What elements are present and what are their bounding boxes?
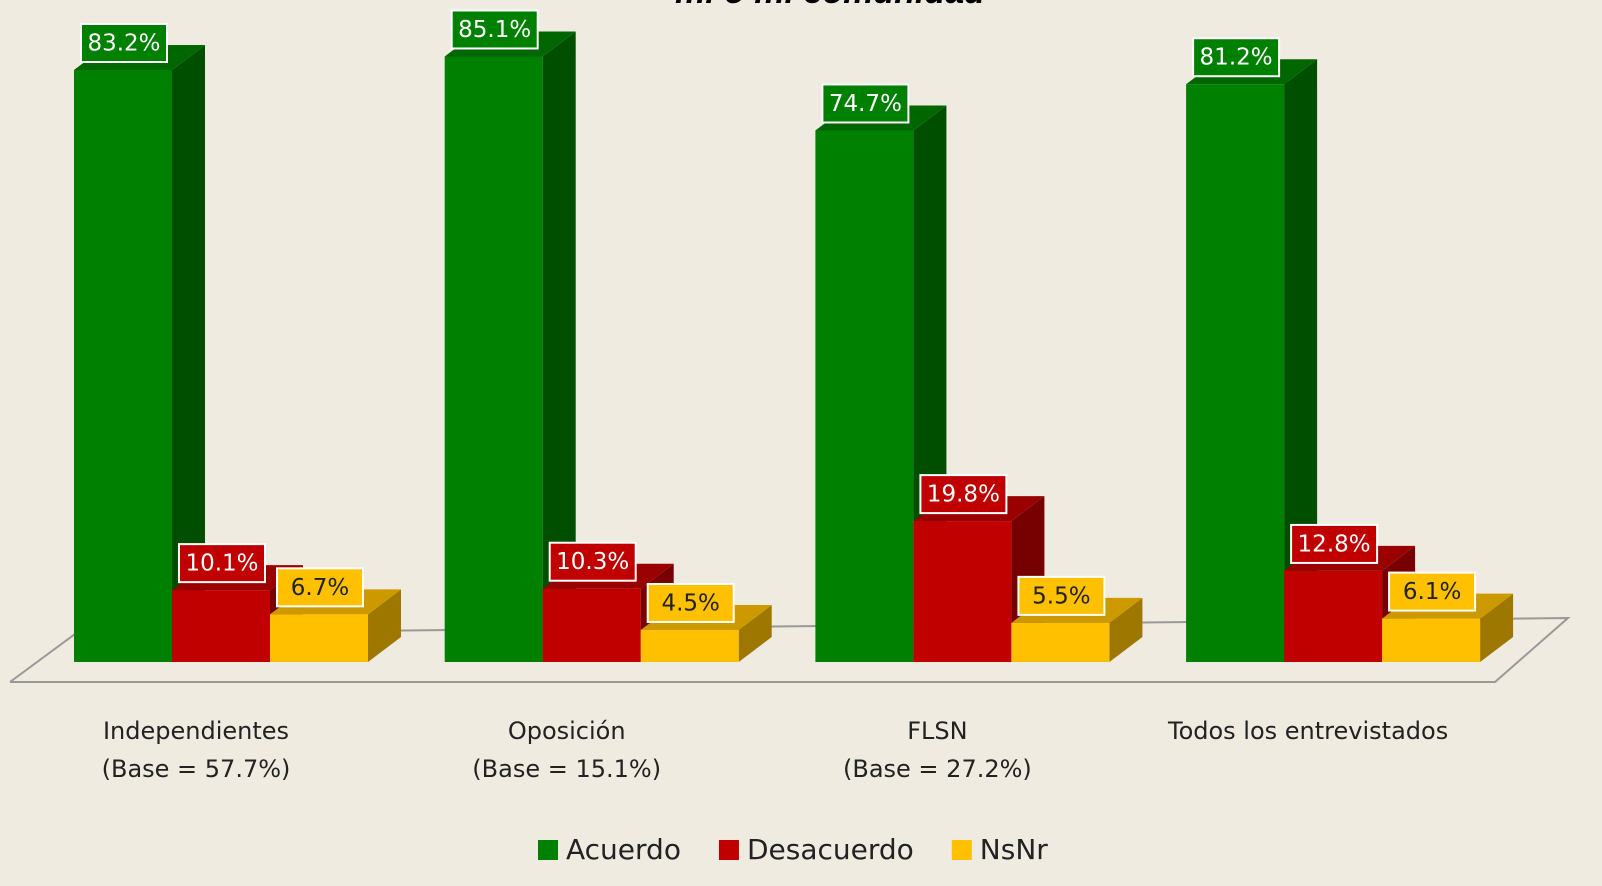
- x-tick-label: (Base = 27.2%): [843, 755, 1032, 783]
- floor: [9, 616, 1571, 683]
- x-tick-label: (Base = 57.7%): [102, 755, 291, 783]
- bar-front: [815, 130, 914, 662]
- bar-side: [1109, 597, 1143, 662]
- bar-front: [270, 614, 368, 662]
- bar-front: [74, 70, 172, 662]
- legend-swatch: [718, 840, 739, 860]
- value-label: 85.1%: [458, 17, 531, 43]
- x-tick-label: Oposición: [508, 717, 626, 745]
- value-label: 83.2%: [87, 31, 160, 57]
- bar-front: [1284, 570, 1383, 662]
- value-label: 10.1%: [185, 551, 258, 577]
- x-tick-label: FLSN: [907, 717, 967, 745]
- legend-label: NsNr: [980, 833, 1048, 866]
- bar-side: [172, 45, 205, 662]
- bar-front: [172, 590, 270, 662]
- bar-front: [640, 629, 739, 662]
- value-label: 6.7%: [291, 575, 349, 601]
- bar-front: [1011, 622, 1110, 662]
- bar-front: [444, 56, 543, 662]
- value-label-box: [450, 9, 539, 50]
- value-label-box: [919, 474, 1008, 515]
- value-label: 5.5%: [1032, 583, 1090, 609]
- bar-front: [1186, 84, 1285, 662]
- value-label: 12.8%: [1298, 531, 1371, 557]
- value-label-box: [80, 23, 168, 63]
- x-tick-label: Independientes: [103, 717, 289, 745]
- value-label-box: [1017, 575, 1106, 616]
- bar-side: [542, 31, 576, 662]
- value-label: 19.8%: [927, 482, 1000, 508]
- bar-front: [913, 521, 1012, 662]
- bar-front: [1382, 618, 1481, 662]
- value-label-box: [1290, 523, 1379, 564]
- x-tick-label: Todos los entrevistados: [1167, 717, 1448, 745]
- value-label: 74.7%: [829, 91, 902, 117]
- legend-swatch: [951, 840, 972, 860]
- bar: [1186, 59, 1318, 662]
- bar-side: [1284, 59, 1318, 662]
- value-label-box: [548, 541, 637, 582]
- legend-swatch: [538, 840, 558, 860]
- value-label: 4.5%: [661, 590, 719, 616]
- value-label-box: [646, 582, 735, 623]
- bar-side: [1480, 593, 1514, 662]
- value-label-box: [178, 543, 266, 584]
- value-label: 6.1%: [1403, 579, 1461, 605]
- bar: [444, 31, 576, 662]
- value-label-box: [276, 567, 364, 608]
- bar-front: [542, 588, 641, 662]
- bar-side: [368, 589, 401, 662]
- value-label: 81.2%: [1200, 45, 1273, 71]
- bar-side: [738, 604, 772, 662]
- value-label-box: [821, 83, 910, 124]
- value-label-box: [1192, 37, 1281, 78]
- legend-label: Acuerdo: [566, 833, 681, 866]
- value-label: 10.3%: [556, 549, 629, 575]
- legend-label: Desacuerdo: [747, 833, 914, 866]
- bar: [74, 45, 205, 662]
- value-label-box: [1388, 571, 1477, 612]
- x-tick-label: (Base = 15.1%): [472, 755, 661, 783]
- chart-title: mí o mi comunidad: [675, 0, 986, 11]
